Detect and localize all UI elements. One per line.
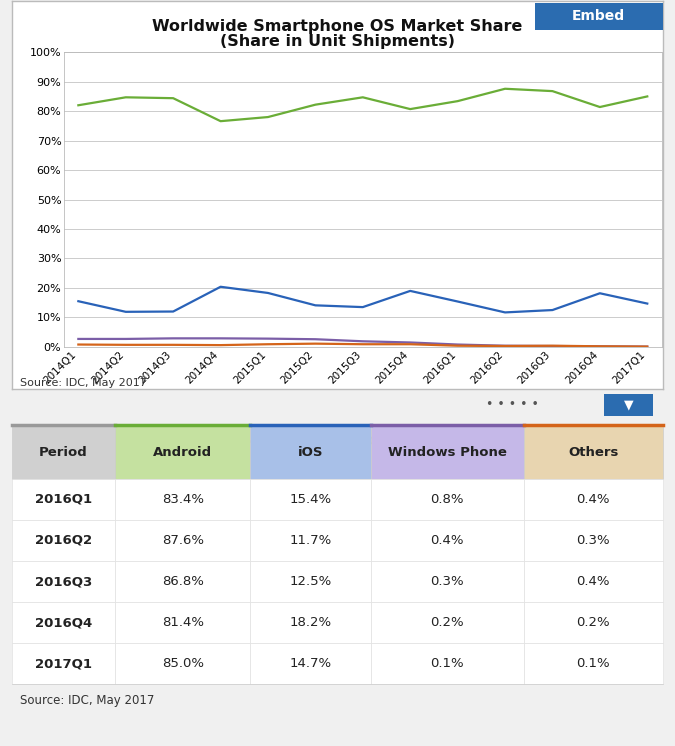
Text: 81.4%: 81.4% [161, 616, 204, 629]
Text: Others: Others [568, 445, 618, 459]
Text: (Share in Unit Shipments): (Share in Unit Shipments) [220, 34, 455, 48]
Text: 18.2%: 18.2% [290, 616, 331, 629]
Text: iOS: iOS [298, 445, 323, 459]
Text: 2016Q2: 2016Q2 [35, 534, 92, 547]
Text: Android: Android [153, 445, 212, 459]
Text: Embed: Embed [572, 10, 625, 23]
Text: 12.5%: 12.5% [290, 575, 331, 588]
Text: 85.0%: 85.0% [161, 657, 204, 670]
Text: 0.1%: 0.1% [576, 657, 610, 670]
Text: 14.7%: 14.7% [290, 657, 331, 670]
Text: 2016Q3: 2016Q3 [35, 575, 92, 588]
Text: Worldwide Smartphone OS Market Share: Worldwide Smartphone OS Market Share [153, 19, 522, 34]
Text: 0.2%: 0.2% [576, 616, 610, 629]
Text: 86.8%: 86.8% [162, 575, 204, 588]
Text: 87.6%: 87.6% [161, 534, 204, 547]
Text: 83.4%: 83.4% [161, 493, 204, 506]
Text: Period: Period [39, 445, 88, 459]
Text: • • • • •: • • • • • [486, 398, 539, 411]
Text: 0.4%: 0.4% [576, 493, 610, 506]
Text: Windows Phone: Windows Phone [387, 445, 506, 459]
Text: 11.7%: 11.7% [290, 534, 331, 547]
Text: ▼: ▼ [624, 398, 633, 412]
Text: Source: IDC, May 2017: Source: IDC, May 2017 [20, 694, 155, 707]
Text: 0.1%: 0.1% [431, 657, 464, 670]
Text: 2017Q1: 2017Q1 [35, 657, 92, 670]
Text: Source: IDC, May 2017: Source: IDC, May 2017 [20, 377, 147, 388]
Text: 0.3%: 0.3% [431, 575, 464, 588]
Text: 0.2%: 0.2% [431, 616, 464, 629]
Text: 15.4%: 15.4% [290, 493, 331, 506]
Legend: Android, iOS, Windows Phone, Others: Android, iOS, Windows Phone, Others [246, 430, 599, 453]
Text: 0.3%: 0.3% [576, 534, 610, 547]
Text: 2016Q1: 2016Q1 [35, 493, 92, 506]
Text: 0.4%: 0.4% [431, 534, 464, 547]
Text: 0.8%: 0.8% [431, 493, 464, 506]
Text: 0.4%: 0.4% [576, 575, 610, 588]
Text: 2016Q4: 2016Q4 [35, 616, 92, 629]
